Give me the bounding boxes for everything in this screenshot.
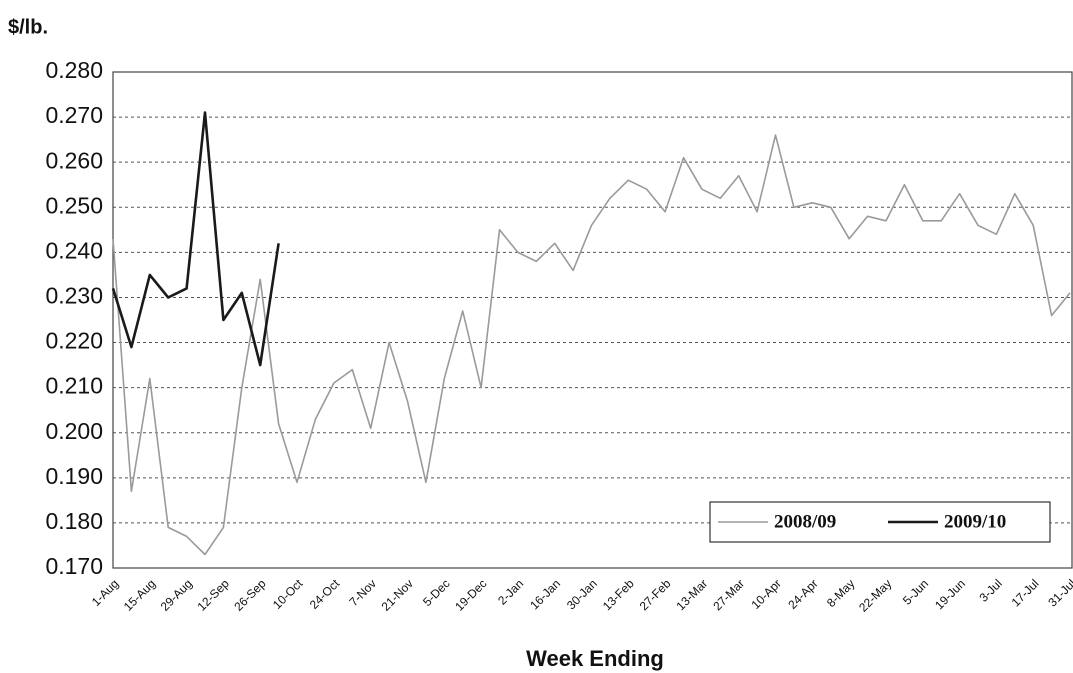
x-tick-label: 15-Aug bbox=[121, 576, 158, 613]
x-tick-label: 17-Jul bbox=[1009, 576, 1042, 609]
x-tick-label: 22-May bbox=[856, 576, 894, 614]
plot-border bbox=[112, 71, 1073, 569]
x-tick-label: 5-Dec bbox=[420, 576, 453, 609]
x-axis-title: Week Ending bbox=[526, 646, 664, 671]
x-tick-label: 7-Nov bbox=[346, 576, 379, 609]
y-tick-label: 0.180 bbox=[45, 508, 103, 534]
x-tick-label: 29-Aug bbox=[158, 576, 195, 613]
y-tick-label: 0.240 bbox=[45, 237, 103, 263]
x-tick-label: 2-Jan bbox=[495, 576, 526, 607]
x-tick-label: 13-Feb bbox=[600, 576, 637, 613]
y-tick-label: 0.280 bbox=[45, 57, 103, 83]
y-tick-label: 0.230 bbox=[45, 283, 103, 309]
x-tick-label: 31-Jul bbox=[1045, 576, 1073, 609]
legend-label: 2008/09 bbox=[774, 511, 836, 532]
series-line bbox=[111, 111, 280, 367]
x-tick-label: 19-Dec bbox=[452, 576, 489, 613]
x-tick-label: 1-Aug bbox=[89, 576, 122, 609]
x-tick-label: 8-May bbox=[824, 576, 857, 609]
x-tick-label: 24-Oct bbox=[307, 576, 343, 612]
x-tick-label: 27-Mar bbox=[710, 576, 747, 613]
y-tick-label: 0.260 bbox=[45, 147, 103, 173]
x-tick-label: 30-Jan bbox=[564, 576, 600, 612]
y-tick-label: 0.220 bbox=[45, 328, 103, 354]
series-line bbox=[112, 134, 1071, 556]
x-tick-label: 26-Sep bbox=[231, 576, 268, 613]
legend-label: 2009/10 bbox=[944, 511, 1006, 532]
x-tick-label: 12-Sep bbox=[195, 576, 232, 613]
x-tick-label: 19-Jun bbox=[932, 576, 968, 612]
x-tick-label: 16-Jan bbox=[527, 576, 563, 612]
y-tick-label: 0.200 bbox=[45, 418, 103, 444]
x-tick-label: 3-Jul bbox=[976, 576, 1004, 604]
x-tick-label: 24-Apr bbox=[785, 576, 820, 611]
x-tick-label: 21-Nov bbox=[379, 576, 416, 613]
y-tick-label: 0.190 bbox=[45, 463, 103, 489]
x-tick-label: 10-Oct bbox=[270, 576, 306, 612]
y-axis-title: $/lb. bbox=[8, 16, 48, 38]
x-tick-label: 10-Apr bbox=[749, 576, 784, 611]
x-tick-label: 13-Mar bbox=[674, 576, 711, 613]
y-tick-label: 0.170 bbox=[45, 553, 103, 579]
y-tick-label: 0.250 bbox=[45, 192, 103, 218]
x-tick-label: 5-Jun bbox=[900, 576, 931, 607]
y-tick-label: 0.270 bbox=[45, 102, 103, 128]
y-tick-label: 0.210 bbox=[45, 373, 103, 399]
x-tick-label: 27-Feb bbox=[637, 576, 674, 613]
